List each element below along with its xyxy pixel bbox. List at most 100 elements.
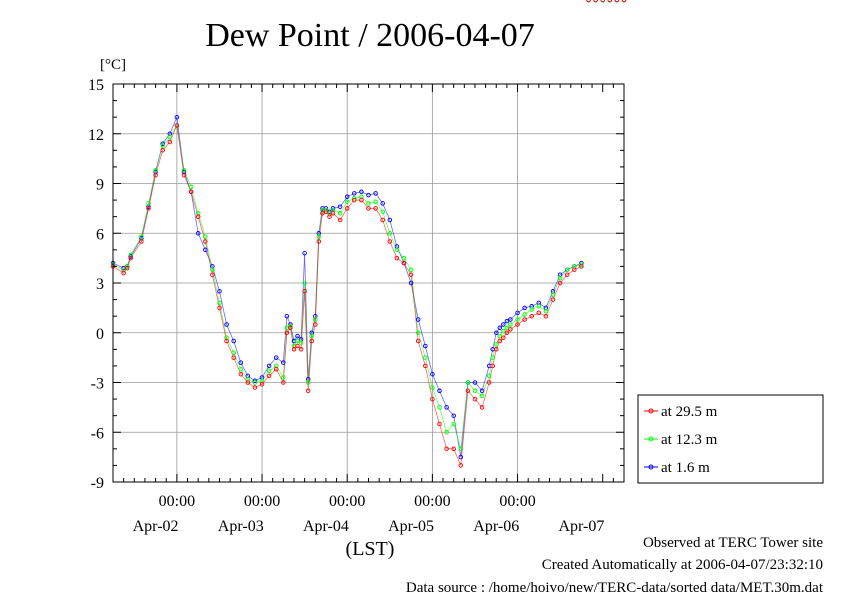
data-point [600,0,605,3]
data-point [408,272,414,277]
x-tick-label: 00:00 [329,493,365,510]
data-point [330,211,336,216]
y-tick-label: 15 [88,77,104,94]
data-source-note: Data source : /home/hoivo/new/TERC-data/… [405,580,823,596]
data-point [387,217,393,223]
y-tick-label: 3 [96,276,104,293]
series-points [110,0,627,468]
data-point [305,380,311,385]
data-point [557,275,563,281]
x-tick-label: 00:00 [499,493,535,510]
data-point [146,206,151,211]
data-point [490,355,495,360]
data-point [472,388,478,394]
data-point [504,318,510,324]
data-point [522,312,527,317]
data-point [479,393,485,399]
data-point [387,239,393,244]
x-tick-label: 00:00 [244,493,280,510]
y-axis: -9 -6 -3 0 3 6 9 12 15 [88,77,624,492]
data-point [394,255,400,261]
data-point [203,234,208,239]
data-point [188,184,194,190]
data-point [543,313,549,319]
x-date-label: Apr-07 [558,518,604,535]
data-point [302,250,307,256]
data-point [529,313,534,319]
data-point [128,254,133,259]
x-date-label: Apr-04 [303,518,349,535]
data-point [401,260,407,266]
data-point [174,123,180,128]
data-point [423,355,428,360]
data-point [430,385,435,390]
data-point [536,310,542,316]
x-date-label: Apr-05 [388,518,434,535]
data-point [316,234,322,239]
data-point [465,388,471,394]
data-point [266,368,272,374]
y-tick-label: 12 [88,127,104,144]
data-point [529,307,534,312]
data-point [508,322,513,327]
data-point [203,239,208,244]
data-point [522,305,527,311]
data-point [309,338,314,344]
data-point [465,380,471,385]
data-point [504,330,510,336]
data-point [266,373,272,379]
data-point [203,247,208,253]
data-point [494,347,499,352]
data-point [181,172,187,178]
data-point [316,239,322,244]
data-point [579,264,584,269]
data-point [224,338,229,344]
data-point [210,272,215,277]
data-point [217,305,222,311]
data-point [430,396,435,402]
data-point [444,446,449,452]
data-point [313,317,318,322]
data-point [564,272,570,277]
data-point [451,413,456,418]
data-point [160,141,165,146]
data-point [366,201,371,206]
y-axis-unit: [°C] [100,57,126,73]
data-point [281,360,286,365]
data-point [366,206,371,211]
x-date-label: Apr-06 [473,518,519,535]
data-point [564,267,570,272]
data-point [344,194,350,200]
data-point [128,255,133,261]
data-point [586,0,591,3]
data-point [373,199,378,204]
data-point [508,317,513,322]
legend-swatch-marker [648,464,654,470]
data-point [174,114,180,120]
x-axis: 00:00 00:00 00:00 00:00 00:00 Apr-02 Apr-03 Apr… [112,84,625,535]
data-point [124,264,130,269]
data-point [579,262,584,268]
data-point [557,280,563,286]
data-point [515,322,520,327]
data-point [501,322,506,327]
data-point [437,405,442,410]
data-point [380,201,385,206]
data-point [451,421,456,427]
data-point [188,189,194,195]
y-tick-label: -9 [91,475,104,492]
data-point [330,206,336,211]
data-point [437,421,442,427]
data-point [337,211,343,216]
data-point [486,373,492,379]
data-point [401,255,407,261]
data-point [195,214,201,219]
data-point [490,363,495,369]
data-point [160,143,165,148]
data-point [153,167,158,173]
data-point [494,330,499,336]
data-point [167,134,173,140]
data-point [160,148,165,153]
data-point [217,300,222,306]
